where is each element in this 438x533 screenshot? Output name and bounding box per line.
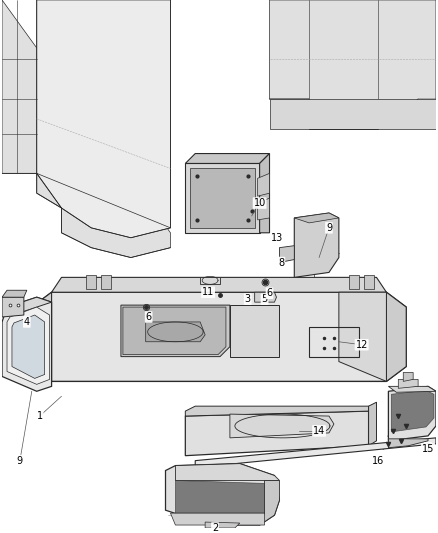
Polygon shape xyxy=(146,322,205,342)
Polygon shape xyxy=(389,439,428,448)
Polygon shape xyxy=(364,276,374,289)
Polygon shape xyxy=(294,213,339,223)
Polygon shape xyxy=(260,154,269,233)
Text: 3: 3 xyxy=(245,294,251,304)
Polygon shape xyxy=(52,277,386,292)
Polygon shape xyxy=(254,292,276,302)
Polygon shape xyxy=(175,480,269,513)
Polygon shape xyxy=(2,290,27,297)
Polygon shape xyxy=(32,292,52,382)
Polygon shape xyxy=(294,213,339,277)
Polygon shape xyxy=(392,390,434,432)
Polygon shape xyxy=(32,292,406,382)
Polygon shape xyxy=(339,292,386,382)
Polygon shape xyxy=(166,464,279,525)
Text: 2: 2 xyxy=(425,443,431,453)
Text: 2: 2 xyxy=(212,523,218,533)
Polygon shape xyxy=(279,246,294,263)
Polygon shape xyxy=(185,154,269,164)
Polygon shape xyxy=(175,464,279,480)
Polygon shape xyxy=(269,0,436,129)
Polygon shape xyxy=(2,0,170,257)
Polygon shape xyxy=(258,173,269,196)
Polygon shape xyxy=(349,276,359,289)
Polygon shape xyxy=(369,402,377,446)
Polygon shape xyxy=(389,386,436,392)
Polygon shape xyxy=(121,305,230,357)
Polygon shape xyxy=(185,406,369,416)
Text: 12: 12 xyxy=(356,340,368,350)
Polygon shape xyxy=(403,373,413,382)
Text: 9: 9 xyxy=(326,223,332,233)
Text: 13: 13 xyxy=(271,233,283,243)
Polygon shape xyxy=(101,276,111,289)
Polygon shape xyxy=(230,414,334,438)
Text: 8: 8 xyxy=(278,257,284,268)
Text: 9: 9 xyxy=(17,456,23,466)
Polygon shape xyxy=(123,307,226,354)
Text: 14: 14 xyxy=(313,426,325,436)
Polygon shape xyxy=(2,297,52,391)
Polygon shape xyxy=(170,513,265,525)
Polygon shape xyxy=(7,297,52,312)
Polygon shape xyxy=(205,522,240,528)
Text: 16: 16 xyxy=(372,456,385,466)
Polygon shape xyxy=(185,164,260,233)
Text: 10: 10 xyxy=(254,198,266,208)
Text: 6: 6 xyxy=(145,312,152,322)
Text: 15: 15 xyxy=(422,444,434,454)
Polygon shape xyxy=(37,0,170,238)
Text: 5: 5 xyxy=(261,294,268,304)
Polygon shape xyxy=(190,168,254,228)
Polygon shape xyxy=(7,307,49,384)
Text: 4: 4 xyxy=(24,317,30,327)
Polygon shape xyxy=(386,292,406,382)
Polygon shape xyxy=(12,315,45,378)
Text: 1: 1 xyxy=(37,411,43,421)
Polygon shape xyxy=(389,386,436,441)
Polygon shape xyxy=(258,198,269,220)
Polygon shape xyxy=(195,438,436,467)
Polygon shape xyxy=(398,379,418,389)
Polygon shape xyxy=(86,276,96,289)
Polygon shape xyxy=(260,480,279,525)
Polygon shape xyxy=(230,305,279,357)
Polygon shape xyxy=(269,99,436,129)
Polygon shape xyxy=(185,411,369,456)
Polygon shape xyxy=(2,297,24,317)
Text: 6: 6 xyxy=(266,288,272,298)
Polygon shape xyxy=(200,277,220,284)
Text: 11: 11 xyxy=(202,287,214,297)
